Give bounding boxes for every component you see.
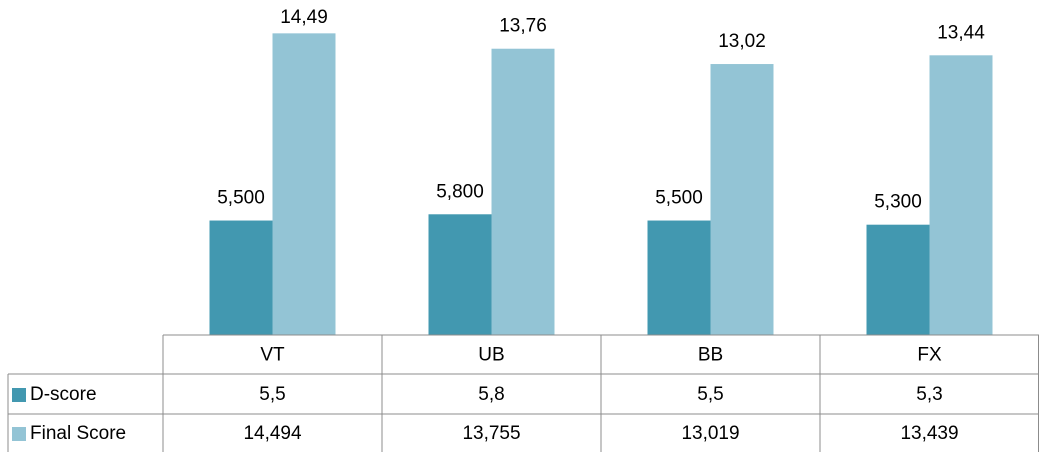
table-cell: 5,5	[697, 384, 723, 405]
table-cell: 13,755	[462, 423, 520, 444]
bar	[647, 220, 711, 335]
table-cell: 14,494	[243, 423, 302, 444]
bar	[272, 33, 336, 335]
table-cell: 5,5	[259, 384, 285, 405]
x-tick-label: BB	[698, 345, 723, 366]
x-tick-label: VT	[260, 345, 285, 366]
data-label: 5,300	[874, 192, 922, 213]
data-label: 13,02	[718, 31, 766, 52]
data-label: 13,76	[499, 16, 547, 37]
bar	[491, 48, 555, 336]
legend-swatch	[12, 388, 26, 402]
data-label: 5,500	[655, 188, 703, 209]
bar	[710, 64, 774, 336]
bar	[929, 55, 993, 335]
data-label: 14,49	[280, 7, 328, 28]
data-label: 5,800	[436, 181, 484, 202]
x-tick-label: UB	[478, 345, 504, 366]
table-cell: 5,8	[478, 384, 504, 405]
legend-swatch	[12, 427, 26, 441]
table-cell: 5,3	[916, 384, 942, 405]
bar	[428, 214, 492, 335]
data-label: 5,500	[217, 188, 265, 209]
legend-label: D-score	[30, 384, 97, 405]
data-label: 13,44	[937, 22, 985, 43]
table-cell: 13,439	[900, 423, 958, 444]
legend-label: Final Score	[30, 423, 126, 444]
bar	[209, 220, 273, 335]
bar	[866, 224, 930, 335]
x-tick-label: FX	[917, 345, 942, 366]
table-cell: 13,019	[681, 423, 739, 444]
